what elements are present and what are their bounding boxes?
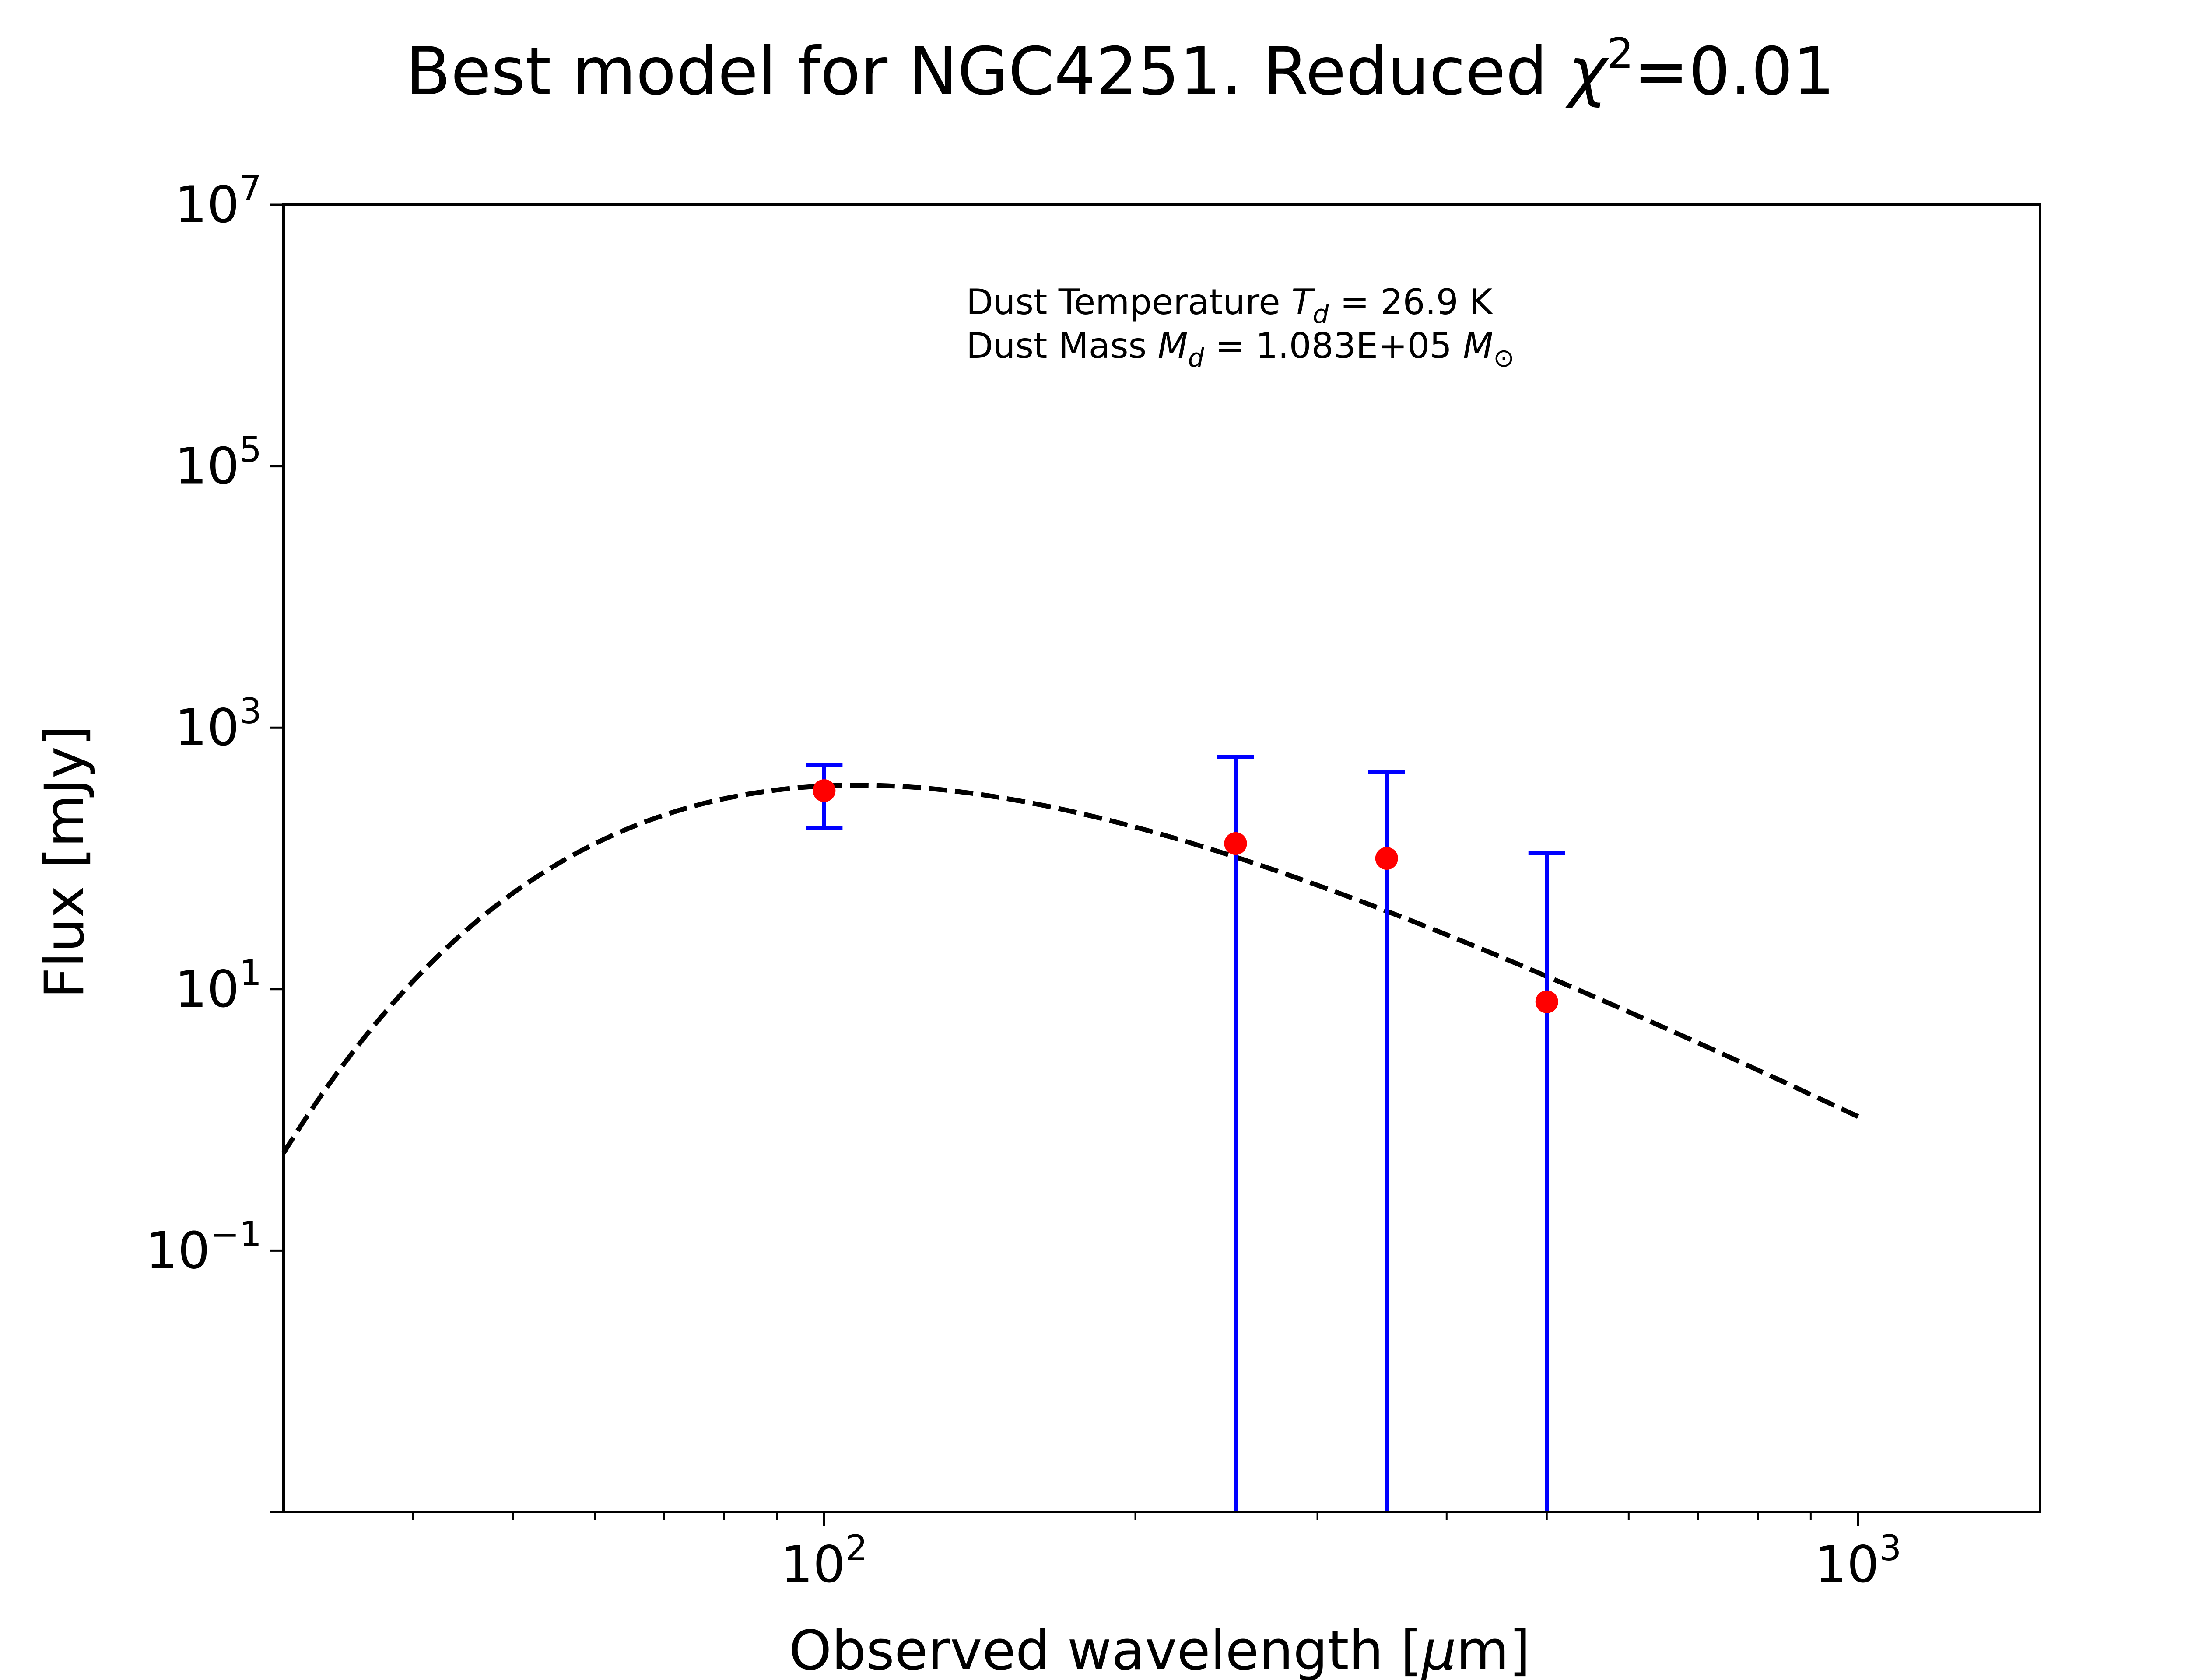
y-tick-label: 107 xyxy=(175,168,262,234)
data-point xyxy=(1535,990,1558,1013)
mass-unit-symbol: M xyxy=(1463,326,1493,366)
xlabel-prefix: Observed wavelength [ xyxy=(789,1619,1422,1680)
temp-value: = 26.9 K xyxy=(1329,282,1494,322)
title-chi-exponent: 2 xyxy=(1607,30,1634,78)
y-tick-exponent: 5 xyxy=(239,430,262,470)
chart-title: Best model for NGC4251. Reduced χ2=0.01 xyxy=(406,30,1834,110)
y-tick-label: 105 xyxy=(175,430,262,496)
y-tick-exponent: 7 xyxy=(239,168,262,209)
temp-symbol: T xyxy=(1291,282,1315,322)
mass-symbol: M xyxy=(1158,326,1188,366)
y-tick-label: 103 xyxy=(175,691,262,757)
title-prefix: Best model for NGC4251. Reduced xyxy=(406,34,1568,110)
title-chi-symbol: χ xyxy=(1565,34,1609,110)
mass-value: = 1.083E+05 xyxy=(1204,326,1463,366)
xlabel-suffix: m] xyxy=(1456,1619,1530,1680)
y-axis-label: Flux [mJy] xyxy=(33,725,96,999)
y-tick-base: 10 xyxy=(145,1221,210,1280)
x-tick-label: 102 xyxy=(781,1528,868,1594)
x-axis-label: Observed wavelength [μm] xyxy=(789,1619,1530,1680)
x-tick-label: 103 xyxy=(1815,1528,1902,1594)
temp-prefix: Dust Temperature xyxy=(966,282,1291,322)
y-tick-exponent: −1 xyxy=(210,1214,262,1254)
x-tick-exponent: 2 xyxy=(845,1528,868,1568)
x-tick-exponent: 3 xyxy=(1879,1528,1901,1568)
xlabel-mu: μ xyxy=(1421,1619,1456,1680)
data-point xyxy=(813,779,836,802)
dust-temperature-annotation: Dust Temperature Td = 26.9 K xyxy=(966,282,1494,329)
mass-subscript: d xyxy=(1188,343,1205,373)
y-tick-base: 10 xyxy=(175,698,239,757)
y-tick-base: 10 xyxy=(175,175,239,234)
y-tick-exponent: 1 xyxy=(239,952,262,993)
y-tick-exponent: 3 xyxy=(239,691,262,732)
y-tick-base: 10 xyxy=(175,960,239,1019)
data-point xyxy=(1375,847,1398,870)
y-tick-label: 10−1 xyxy=(145,1214,262,1280)
plot-frame xyxy=(282,203,2041,1513)
title-suffix: =0.01 xyxy=(1634,34,1835,110)
mass-prefix: Dust Mass xyxy=(966,326,1158,366)
x-tick-base: 10 xyxy=(781,1535,845,1594)
y-tick-label: 101 xyxy=(175,952,262,1019)
temp-subscript: d xyxy=(1313,299,1329,329)
y-tick-base: 10 xyxy=(175,437,239,496)
x-tick-base: 10 xyxy=(1815,1535,1879,1594)
dust-mass-annotation: Dust Mass Md = 1.083E+05 M⊙ xyxy=(966,326,1515,373)
mass-unit-subscript: ⊙ xyxy=(1493,343,1515,373)
model-curve xyxy=(281,783,1859,1155)
data-point xyxy=(1224,832,1247,855)
